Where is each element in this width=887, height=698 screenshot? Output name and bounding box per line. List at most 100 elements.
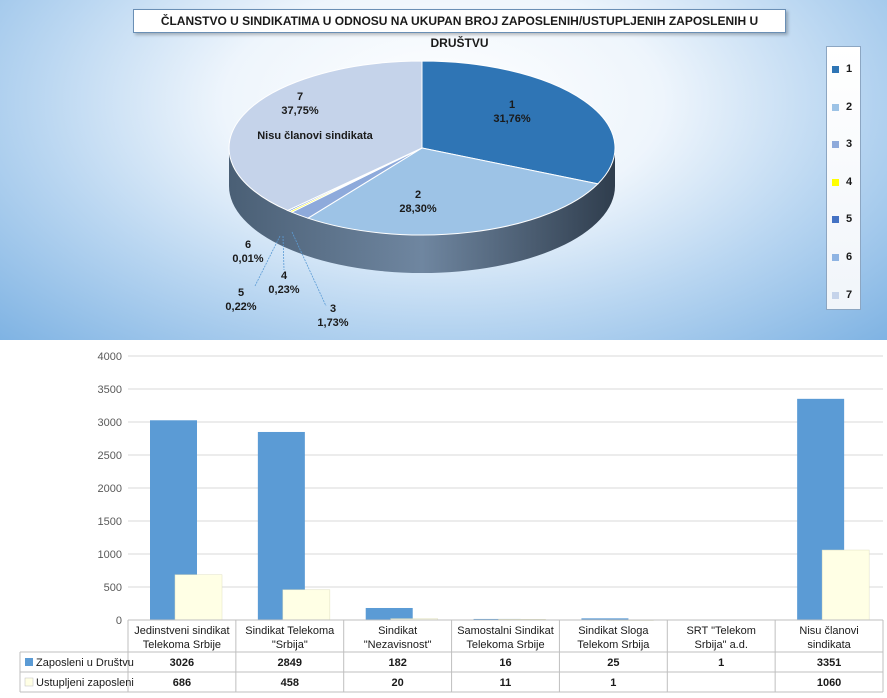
table-value: 182 bbox=[388, 657, 406, 669]
data-table: Jedinstveni sindikat Telekoma Srbije Sindi… bbox=[19, 619, 884, 693]
svg-text:sindikata: sindikata bbox=[807, 639, 851, 651]
pie-label-2: 2 28,30% bbox=[399, 189, 437, 215]
svg-text:Zaposleni u Društvu: Zaposleni u Društvu bbox=[36, 657, 134, 669]
legend-item-7: 7 bbox=[832, 289, 860, 303]
svg-text:Nisu članovi: Nisu članovi bbox=[799, 625, 858, 637]
legend-item-6: 6 bbox=[832, 251, 860, 265]
bar-ustupljeni-6 bbox=[821, 549, 870, 621]
svg-text:Ustupljeni zaposleni: Ustupljeni zaposleni bbox=[36, 677, 134, 689]
category-label-3: Samostalni Sindikat Telekoma Srbije bbox=[457, 625, 554, 651]
bar-ustupljeni-0 bbox=[174, 574, 223, 621]
svg-text:Srbija" a.d.: Srbija" a.d. bbox=[694, 639, 747, 651]
legend-label: 2 bbox=[846, 100, 853, 113]
legend-item-3: 3 bbox=[832, 138, 860, 152]
svg-text:1500: 1500 bbox=[98, 516, 122, 528]
svg-text:6: 6 bbox=[245, 239, 251, 251]
svg-text:Telekom Srbija: Telekom Srbija bbox=[577, 639, 650, 651]
legend-swatch bbox=[832, 178, 839, 186]
svg-text:Nisu članovi sindikata: Nisu članovi sindikata bbox=[257, 130, 373, 142]
pie-slice-1 bbox=[421, 60, 616, 185]
svg-text:1,73%: 1,73% bbox=[317, 317, 348, 329]
svg-text:SRT "Telekom: SRT "Telekom bbox=[686, 625, 756, 637]
pie-slice-7 bbox=[228, 60, 423, 212]
legend-swatch bbox=[832, 216, 839, 224]
table-legend-ustupljeni: Ustupljeni zaposleni bbox=[24, 677, 134, 689]
svg-text:Sindikat Sloga: Sindikat Sloga bbox=[578, 625, 649, 637]
svg-text:0,01%: 0,01% bbox=[232, 253, 263, 265]
svg-text:1: 1 bbox=[509, 99, 515, 111]
table-value: 11 bbox=[500, 677, 512, 689]
legend-swatch bbox=[832, 103, 839, 111]
bar-zaposleni-4 bbox=[581, 618, 629, 620]
legend-label: 6 bbox=[846, 251, 853, 263]
pie-label-1: 1 31,76% bbox=[493, 99, 531, 125]
pie-label-3: 3 1,73% bbox=[291, 231, 349, 329]
legend-swatch bbox=[832, 66, 839, 73]
category-label-5: SRT "Telekom Srbija" a.d. bbox=[686, 625, 756, 651]
legend-label: 1 bbox=[846, 63, 853, 75]
svg-text:"Nezavisnost": "Nezavisnost" bbox=[364, 639, 432, 651]
table-value: 20 bbox=[392, 677, 404, 689]
category-label-4: Sindikat Sloga Telekom Srbija bbox=[577, 625, 650, 651]
legend-swatch bbox=[832, 141, 839, 149]
svg-text:3500: 3500 bbox=[98, 384, 122, 396]
y-tick-3000: 3000 bbox=[98, 417, 883, 429]
legend-item-2: 2 bbox=[832, 101, 860, 115]
legend-item-1: 1 bbox=[832, 63, 860, 77]
pie-chart: 1 31,76% 2 28,30% 3 1,73% 4 0,23% 5 0,22% 6 0,01% 7 3… bbox=[225, 60, 616, 329]
pie-label-5: 5 0,22% bbox=[225, 235, 281, 313]
y-tick-4000: 4000 bbox=[98, 351, 883, 363]
table-value: 2849 bbox=[278, 657, 302, 669]
bar-zaposleni-2 bbox=[365, 607, 413, 620]
svg-text:2000: 2000 bbox=[98, 483, 122, 495]
svg-text:0: 0 bbox=[116, 615, 122, 627]
table-value: 3351 bbox=[817, 657, 841, 669]
pie-chart-panel: 1 31,76% 2 28,30% 3 1,73% 4 0,23% 5 0,22% 6 0,01% 7 3… bbox=[0, 0, 887, 340]
svg-text:31,76%: 31,76% bbox=[493, 113, 531, 125]
legend-swatch bbox=[832, 291, 839, 299]
svg-text:3: 3 bbox=[330, 303, 336, 315]
svg-text:4: 4 bbox=[281, 270, 288, 282]
y-tick-1000: 1000 bbox=[98, 549, 883, 561]
svg-text:Samostalni Sindikat: Samostalni Sindikat bbox=[457, 625, 554, 637]
bar-ustupljeni-1 bbox=[282, 589, 331, 621]
svg-text:4000: 4000 bbox=[98, 351, 122, 363]
svg-text:2500: 2500 bbox=[98, 450, 122, 462]
table-value: 25 bbox=[607, 657, 619, 669]
svg-text:Telekoma Srbije: Telekoma Srbije bbox=[143, 639, 221, 651]
svg-text:Sindikat: Sindikat bbox=[378, 625, 417, 637]
pie-legend: 1 2 3 4 5 6 7 bbox=[826, 46, 861, 310]
y-tick-2500: 2500 bbox=[98, 450, 883, 462]
pie-slice-2 bbox=[306, 147, 599, 236]
category-label-6: Nisu članovi sindikata bbox=[799, 625, 858, 651]
svg-text:1000: 1000 bbox=[98, 549, 122, 561]
svg-text:0,23%: 0,23% bbox=[268, 284, 299, 296]
y-tick-2000: 2000 bbox=[98, 483, 883, 495]
svg-text:"Srbija": "Srbija" bbox=[272, 639, 308, 651]
pie-label-7: 7 37,75% Nisu članovi sindikata bbox=[257, 91, 373, 142]
y-tick-3500: 3500 bbox=[98, 384, 883, 396]
pie-label-6: 6 0,01% bbox=[232, 239, 263, 265]
svg-text:Telekoma Srbije: Telekoma Srbije bbox=[466, 639, 544, 651]
chart-title: ČLANSTVO U SINDIKATIMA U ODNOSU NA UKUPA… bbox=[133, 9, 786, 50]
table-value: 16 bbox=[499, 657, 511, 669]
bar-chart-panel: 0 500 1000 1500 2000 2500 3000 3500 4000 Jedinstv… bbox=[0, 342, 887, 698]
bar-chart: 0 500 1000 1500 2000 2500 3000 3500 4000 Jedinstv… bbox=[19, 351, 884, 693]
svg-text:2: 2 bbox=[415, 189, 421, 201]
pie-label-4: 4 0,23% bbox=[268, 235, 300, 296]
bar-zaposleni-1 bbox=[257, 431, 305, 620]
category-label-0: Jedinstveni sindikat Telekoma Srbije bbox=[134, 625, 229, 651]
table-value: 1 bbox=[718, 657, 724, 669]
svg-text:Jedinstveni sindikat: Jedinstveni sindikat bbox=[134, 625, 229, 637]
legend-label: 5 bbox=[846, 213, 853, 226]
y-tick-500: 500 bbox=[104, 582, 883, 594]
pie-side-wall bbox=[229, 148, 615, 273]
category-label-1: Sindikat Telekoma "Srbija" bbox=[245, 625, 335, 651]
svg-text:28,30%: 28,30% bbox=[399, 203, 437, 215]
svg-text:Sindikat Telekoma: Sindikat Telekoma bbox=[245, 625, 335, 637]
table-value: 686 bbox=[173, 677, 191, 689]
svg-text:5: 5 bbox=[238, 287, 244, 299]
legend-label: 7 bbox=[846, 288, 853, 301]
legend-swatch bbox=[832, 254, 839, 261]
y-tick-1500: 1500 bbox=[98, 516, 883, 528]
